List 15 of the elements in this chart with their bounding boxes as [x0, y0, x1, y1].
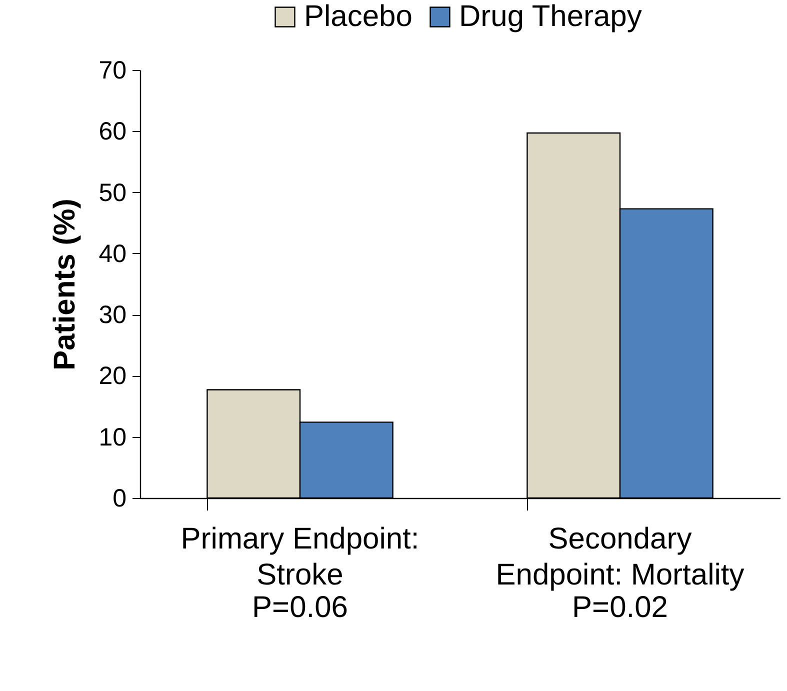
text: P=0.06: [252, 591, 348, 624]
y-tick-label: 20: [98, 362, 126, 390]
y-tick-label: 30: [98, 301, 126, 330]
y-tick-label: 60: [98, 118, 126, 146]
legend-label: Drug Therapy: [459, 0, 642, 33]
x-tick-label: Primary Endpoint: Stroke: [180, 522, 420, 592]
y-tick-label: 70: [98, 56, 126, 84]
y-tick-label: 10: [98, 423, 126, 452]
text: P=0.02: [572, 591, 668, 624]
y-tick-label: 50: [98, 178, 126, 207]
legend-label: Placebo: [304, 0, 412, 33]
y-tick-label: 0: [112, 484, 126, 512]
x-tick-label: Secondary Endpoint: Mortality: [496, 522, 744, 592]
y-tick-label: 40: [98, 240, 126, 268]
y-axis-title: Patients (%): [48, 198, 82, 370]
